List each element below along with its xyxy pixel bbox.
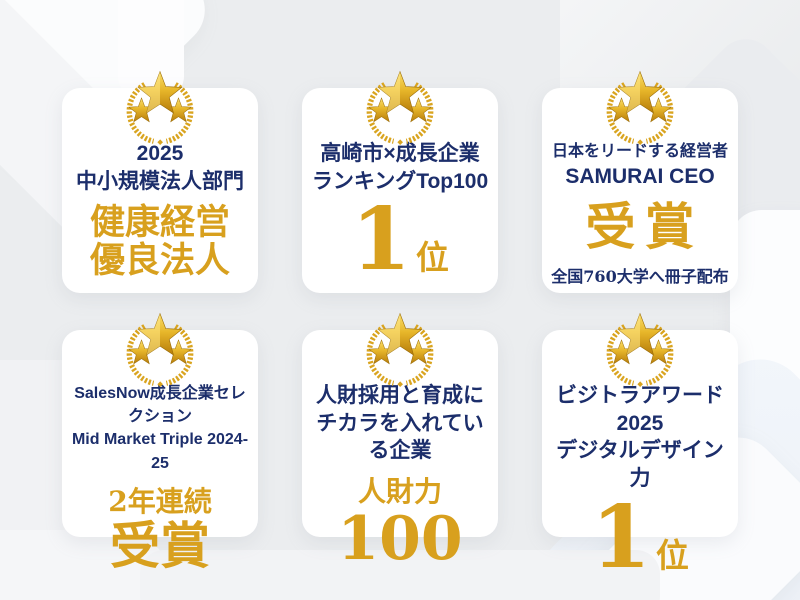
award-text: 中小規模法人部門 bbox=[76, 169, 244, 193]
award-card-body: ビジトラアワード2025 デジタルデザイン力 1 位 bbox=[548, 382, 732, 588]
award-text: 2025 bbox=[136, 142, 184, 165]
award-card-salesnow-mid-market: SalesNow成長企業セレクション Mid Market Triple 2024… bbox=[62, 312, 258, 572]
award-text: 優良法人 bbox=[89, 240, 230, 282]
award-text: 健康経営 bbox=[89, 202, 230, 244]
laurel-wreath-star-badge-icon bbox=[366, 312, 434, 387]
award-text: SalesNow成長企業セレクション bbox=[74, 385, 246, 426]
award-text: チカラを入れている企業 bbox=[316, 411, 484, 463]
award-rank-num: 1 bbox=[351, 189, 411, 291]
award-card-body: SalesNow成長企業セレクション Mid Market Triple 2024… bbox=[68, 382, 252, 573]
award-text: ビジトラアワード2025 bbox=[556, 384, 724, 435]
award-text: 全国760大学へ冊子配布 bbox=[551, 266, 729, 286]
award-card-body: 高崎市×成長企業 ランキングTop100 1 位 bbox=[311, 140, 489, 291]
award-text: Mid Market Triple 2024-25 bbox=[71, 431, 249, 472]
award-rank-num: 1 bbox=[591, 486, 651, 588]
award-rank-unit: 位 bbox=[415, 238, 449, 278]
award-text: 高崎市×成長企業 bbox=[320, 142, 480, 165]
award-rank-unit: 位 bbox=[655, 535, 689, 575]
decor-shape bbox=[140, 550, 660, 600]
award-text: 受賞 bbox=[110, 515, 210, 575]
award-text: 受賞 bbox=[585, 196, 704, 256]
award-text: 2年連続 bbox=[108, 484, 212, 518]
award-text: 人財力 bbox=[357, 475, 442, 509]
award-card-samurai-ceo: 日本をリードする経営者 SAMURAI CEO 受賞全国760大学へ冊子配布 bbox=[542, 70, 738, 293]
award-card-body: 日本をリードする経営者 SAMURAI CEO 受賞全国760大学へ冊子配布 bbox=[551, 140, 728, 288]
laurel-wreath-star-badge-icon bbox=[126, 70, 194, 145]
laurel-wreath-star-badge-icon bbox=[366, 70, 434, 145]
award-card-body: 人財採用と育成に チカラを入れている企業 人財力 100 bbox=[308, 382, 492, 569]
award-card-kenko-keiei-2025: 2025 中小規模法人部門健康経営 優良法人 bbox=[62, 70, 258, 293]
award-text: 100 bbox=[337, 504, 463, 575]
laurel-wreath-star-badge-icon bbox=[126, 312, 194, 387]
award-text: 人財採用と育成に bbox=[316, 384, 484, 407]
award-card-jinzairyoku-100: 人財採用と育成に チカラを入れている企業 人財力 100 bbox=[302, 312, 498, 569]
award-card-body: 2025 中小規模法人部門健康経営 優良法人 bbox=[76, 140, 244, 280]
award-text: ランキングTop100 bbox=[311, 169, 489, 193]
award-text: デジタルデザイン力 bbox=[556, 439, 724, 491]
award-text: 日本をリードする経営者 bbox=[551, 143, 728, 160]
laurel-wreath-star-badge-icon bbox=[606, 70, 674, 145]
award-card-bizitra-award-2025: ビジトラアワード2025 デジタルデザイン力 1 位 bbox=[542, 312, 738, 581]
laurel-wreath-star-badge-icon bbox=[606, 312, 674, 387]
award-card-takasaki-top100: 高崎市×成長企業 ランキングTop100 1 位 bbox=[302, 70, 498, 293]
award-text: SAMURAI CEO bbox=[565, 165, 715, 189]
